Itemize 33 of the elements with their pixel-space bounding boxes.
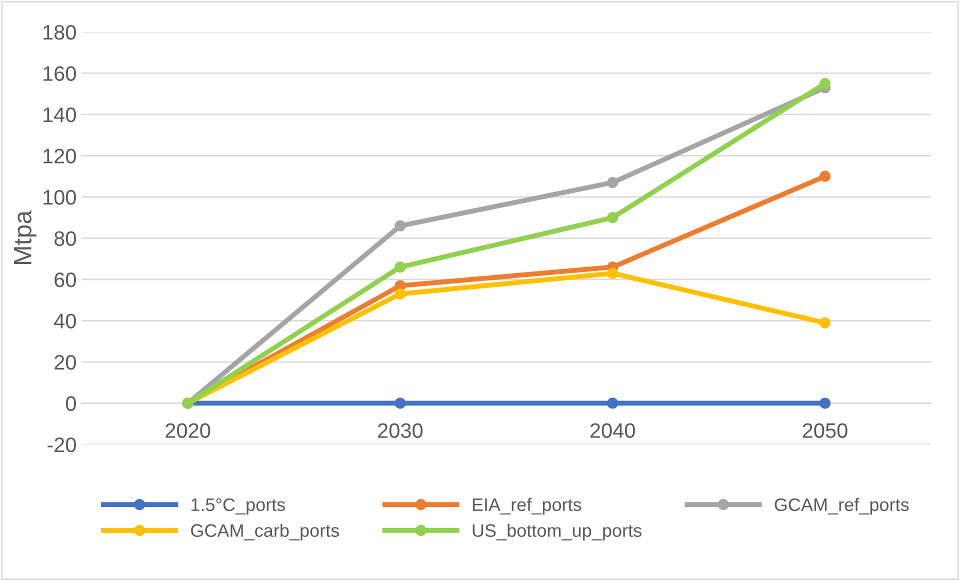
point xyxy=(819,170,831,182)
legend-label: GCAM_carb_ports xyxy=(191,524,339,541)
y-tick-label: 160 xyxy=(44,66,76,81)
y-tick-label: 140 xyxy=(44,107,76,122)
point xyxy=(819,398,831,409)
y-tick-label: 0 xyxy=(66,396,76,411)
y-tick-label: 80 xyxy=(54,231,76,246)
y-tick-label: 60 xyxy=(54,272,76,288)
point xyxy=(394,398,406,409)
point xyxy=(607,268,618,279)
legend-label: 1.5°C_ports xyxy=(192,498,286,515)
x-tick-label: 2040 xyxy=(590,423,635,438)
point xyxy=(607,212,618,224)
y-tick-label: -20 xyxy=(48,437,76,452)
y-tick-label: 20 xyxy=(54,354,76,370)
point xyxy=(394,220,406,232)
legend-label: GCAM_ref_ports xyxy=(774,498,909,515)
x-tick-label: 2050 xyxy=(802,423,848,438)
legend-label: EIA_ref_ports xyxy=(472,498,582,515)
point xyxy=(607,176,618,188)
point xyxy=(394,262,406,273)
y-tick-label: 100 xyxy=(44,190,76,205)
point xyxy=(819,317,831,328)
point xyxy=(607,398,618,409)
y-tick-label: 120 xyxy=(44,148,76,164)
y-tick-label: 40 xyxy=(54,314,76,328)
legend-label: US_bottom_up_ports xyxy=(472,524,642,541)
x-tick-label: 2030 xyxy=(378,423,423,438)
point xyxy=(819,78,831,90)
y-tick-label: 180 xyxy=(44,24,76,40)
x-tick-label: 2020 xyxy=(166,423,210,438)
y-axis-title: Mtpa xyxy=(14,210,36,264)
point xyxy=(394,288,406,300)
